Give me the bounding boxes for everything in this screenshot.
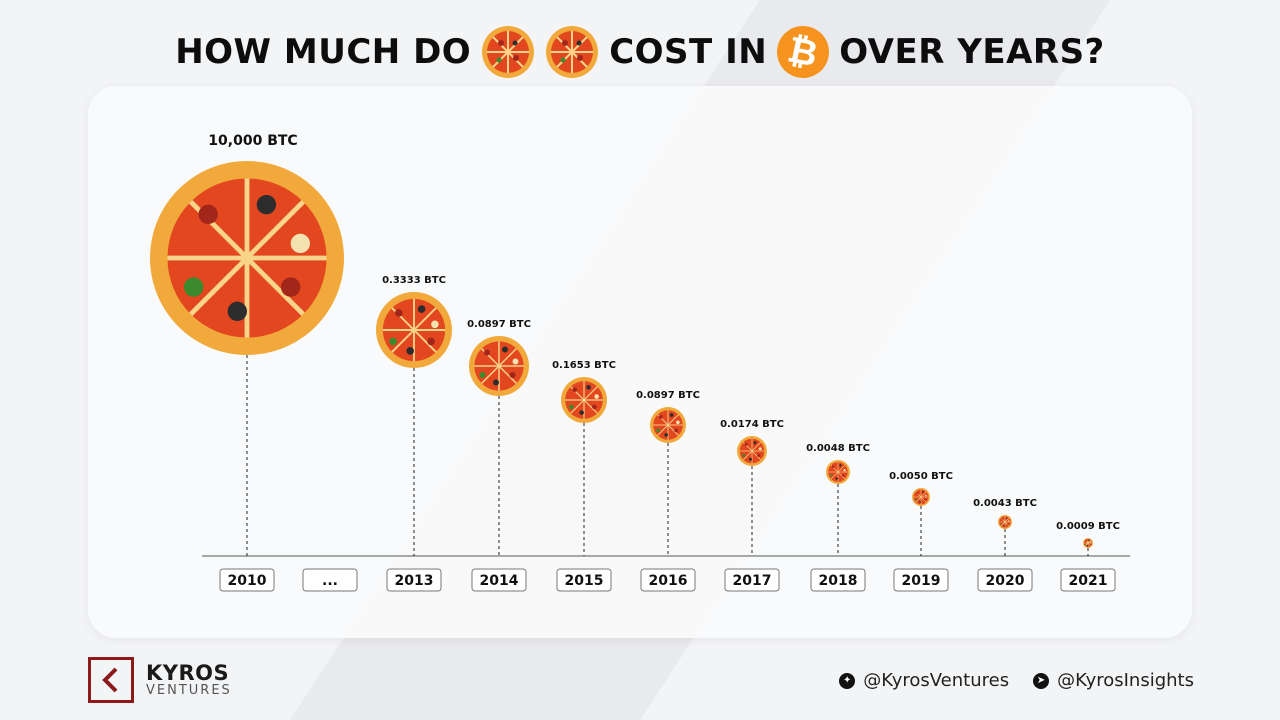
pizza-marker-2018 xyxy=(826,460,850,484)
twitter-icon: ✦ xyxy=(839,672,856,689)
telegram-icon: ➤ xyxy=(1033,672,1050,689)
data-label: 0.3333 BTC xyxy=(382,275,446,286)
year-box-2015 xyxy=(556,568,612,592)
social-links: ✦ @KyrosVentures ➤ @KyrosInsights xyxy=(839,670,1194,691)
x-tick-label: ... xyxy=(322,573,338,589)
page-title: HOW MUCH DO COST IN ₿ OVER YEARS? xyxy=(0,21,1280,83)
title-part3: OVER YEARS? xyxy=(839,32,1105,72)
pizza-marker-2010 xyxy=(150,161,344,355)
pizza-marker-2015 xyxy=(561,377,607,423)
data-label: 10,000 BTC xyxy=(208,133,297,149)
telegram-handle[interactable]: @KyrosInsights xyxy=(1057,670,1194,691)
year-box-ellipsis xyxy=(302,568,358,592)
pizza-marker-2013 xyxy=(376,292,452,368)
data-label: 0.0897 BTC xyxy=(467,319,531,330)
pizza-marker-2019 xyxy=(912,488,930,506)
pizza-marker-2017 xyxy=(737,436,767,466)
year-box-2021 xyxy=(1060,568,1116,592)
x-tick-label: 2021 xyxy=(1069,573,1108,589)
kyros-logo-icon xyxy=(88,657,134,703)
data-label: 0.1653 BTC xyxy=(552,360,616,371)
year-box-2020 xyxy=(977,568,1033,592)
year-box-2016 xyxy=(640,568,696,592)
brand-name: KYROS xyxy=(146,661,230,686)
x-tick-label: 2019 xyxy=(902,573,941,589)
title-part2: COST IN xyxy=(609,32,768,72)
x-tick-label: 2016 xyxy=(649,573,688,589)
pizza-icon xyxy=(482,26,535,78)
brand-sub: VENTURES xyxy=(146,683,232,699)
social-twitter[interactable]: ✦ @KyrosVentures xyxy=(839,670,1009,691)
data-label: 0.0043 BTC xyxy=(973,498,1037,509)
pizza-icon xyxy=(546,26,599,78)
x-tick-label: 2013 xyxy=(395,573,434,589)
year-box-2018 xyxy=(810,568,866,592)
kyros-logo: KYROS VENTURES xyxy=(88,657,232,703)
data-label: 0.0009 BTC xyxy=(1056,521,1120,532)
year-box-2013 xyxy=(386,568,442,592)
title-part1: HOW MUCH DO xyxy=(175,32,472,72)
data-label: 0.0174 BTC xyxy=(720,419,784,430)
year-box-2019 xyxy=(893,568,949,592)
data-label: 0.0897 BTC xyxy=(636,390,700,401)
x-tick-label: 2020 xyxy=(986,573,1025,589)
data-label: 0.0050 BTC xyxy=(889,471,953,482)
year-box-2014 xyxy=(471,568,527,592)
pizza-marker-2021 xyxy=(1083,538,1093,548)
pizza-marker-2016 xyxy=(650,407,686,443)
x-tick-label: 2015 xyxy=(565,573,604,589)
x-tick-label: 2017 xyxy=(733,573,772,589)
twitter-handle[interactable]: @KyrosVentures xyxy=(863,670,1010,691)
year-box-2010 xyxy=(219,568,275,592)
pizza-marker-2020 xyxy=(998,515,1012,529)
year-box-2017 xyxy=(724,568,780,592)
x-tick-label: 2018 xyxy=(819,573,858,589)
x-tick-label: 2010 xyxy=(228,573,267,589)
social-telegram[interactable]: ➤ @KyrosInsights xyxy=(1033,670,1194,691)
x-tick-label: 2014 xyxy=(480,573,519,589)
data-label: 0.0048 BTC xyxy=(806,443,870,454)
pizza-marker-2014 xyxy=(469,336,529,396)
